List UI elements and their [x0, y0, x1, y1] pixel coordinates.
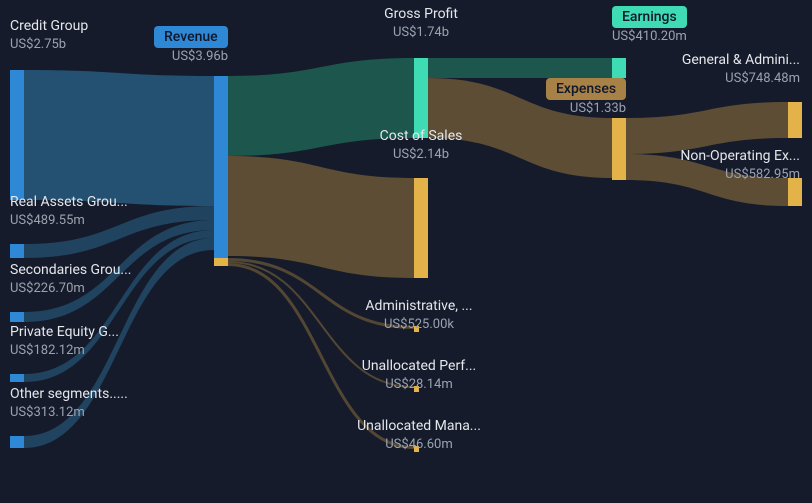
node-value-expenses: US$1.33b [570, 101, 626, 116]
node-label-non_op_ex: Non-Operating Ex... [680, 148, 800, 164]
sankey-svg: Credit Group US$2.75b Real Assets Grou... U… [0, 0, 812, 503]
node-label-unalloc_perf: Unallocated Perf... [362, 358, 477, 374]
node-label-credit_group: Credit Group [10, 18, 88, 34]
sankey-node-gross_profit[interactable] [414, 58, 428, 138]
sankey-node-real_assets[interactable] [10, 244, 24, 258]
node-value-private_equity: US$182.12m [10, 343, 85, 358]
node-value-revenue: US$3.96b [172, 49, 228, 64]
sankey-node-cost_of_sales[interactable] [414, 178, 428, 278]
sankey-node-general_admin[interactable] [788, 102, 802, 138]
node-label-real_assets: Real Assets Grou... [10, 194, 128, 210]
node-label-gross_profit: Gross Profit [384, 6, 458, 22]
node-value-unalloc_mana: US$46.60m [385, 437, 453, 452]
sankey-node-revenue_small[interactable] [214, 258, 228, 266]
node-value-cost_of_sales: US$2.14b [393, 147, 449, 162]
sankey-node-other_seg[interactable] [10, 436, 24, 448]
sankey-node-non_op_ex[interactable] [788, 178, 802, 206]
node-value-unalloc_perf: US$28.14m [385, 377, 453, 392]
node-value-secondaries: US$226.70m [10, 281, 85, 296]
node-value-credit_group: US$2.75b [10, 37, 66, 52]
node-label-admin: Administrative, ... [365, 298, 472, 314]
node-value-general_admin: US$748.48m [725, 71, 800, 86]
sankey-node-private_equity[interactable] [10, 374, 24, 382]
node-label-general_admin: General & Admini... [682, 52, 800, 68]
sankey-node-credit_group[interactable] [10, 70, 24, 200]
sankey-link [428, 58, 612, 78]
badge-expenses[interactable]: Expenses [546, 78, 626, 100]
node-value-other_seg: US$313.12m [10, 405, 85, 420]
node-value-gross_profit: US$1.74b [393, 25, 449, 40]
node-label-other_seg: Other segments..... [10, 386, 128, 402]
badge-revenue[interactable]: Revenue [154, 26, 228, 48]
node-label-secondaries: Secondaries Grou... [10, 262, 131, 278]
sankey-node-secondaries[interactable] [10, 312, 24, 322]
node-value-real_assets: US$489.55m [10, 213, 85, 228]
sankey-node-earnings[interactable] [612, 58, 626, 78]
node-label-cost_of_sales: Cost of Sales [380, 128, 463, 144]
node-label-private_equity: Private Equity G... [10, 324, 119, 340]
badge-earnings[interactable]: Earnings [612, 6, 687, 28]
node-value-admin: US$525.00k [384, 317, 454, 332]
node-value-non_op_ex: US$582.95m [725, 167, 800, 182]
node-value-earnings: US$410.20m [612, 29, 687, 44]
sankey-node-expenses[interactable] [612, 118, 626, 180]
sankey-node-revenue[interactable] [214, 76, 228, 258]
sankey-link [24, 70, 214, 206]
node-label-unalloc_mana: Unallocated Mana... [357, 418, 481, 434]
sankey-chart: Credit Group US$2.75b Real Assets Grou... U… [0, 0, 812, 503]
